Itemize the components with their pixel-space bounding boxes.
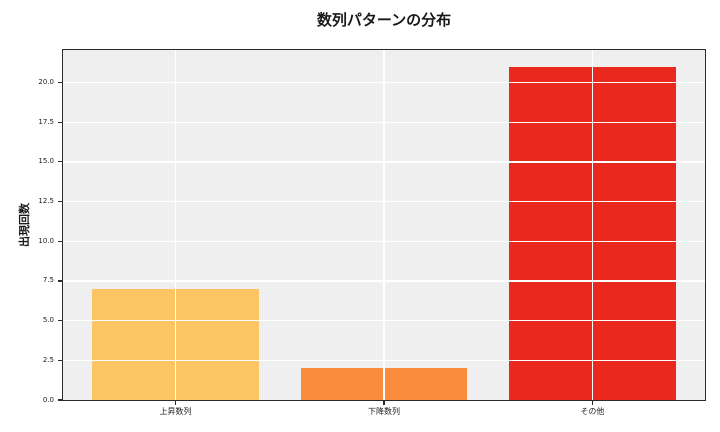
bar-layer [63, 50, 705, 400]
x-tick-label: 下降数列 [368, 407, 400, 416]
y-tick-label: 5.0 [42, 316, 54, 325]
gridline [383, 50, 385, 400]
bar [300, 368, 468, 400]
y-tick-mark [58, 320, 62, 322]
chart-title: 数列パターンの分布 [316, 11, 452, 29]
x-tick-mark [174, 401, 177, 405]
gridline [63, 200, 705, 203]
y-tick-mark [58, 121, 62, 123]
y-tick-label: 0.0 [42, 395, 54, 404]
x-tick-mark [383, 401, 385, 405]
y-tick-mark [58, 359, 62, 361]
grid-layer [63, 50, 705, 400]
gridline [63, 319, 705, 322]
bar [509, 66, 676, 400]
plot-area [62, 49, 706, 401]
gridline [63, 280, 705, 282]
x-tick-mark [591, 401, 594, 405]
y-tick-mark [58, 200, 62, 203]
y-tick-label: 10.0 [38, 236, 54, 245]
gridline [174, 50, 177, 400]
gridline [63, 121, 705, 123]
y-tick-mark [58, 280, 62, 282]
y-tick-mark [58, 399, 62, 401]
y-tick-label: 17.5 [38, 117, 54, 126]
y-tick-label: 7.5 [42, 276, 54, 285]
gridline [63, 81, 705, 84]
bar [92, 288, 259, 400]
y-tick-label: 12.5 [38, 197, 54, 206]
gridline [63, 359, 705, 361]
gridline [63, 240, 705, 242]
y-tick-label: 2.5 [42, 355, 54, 364]
gridline [63, 161, 705, 163]
y-tick-label: 20.0 [38, 78, 54, 87]
y-tick-mark [58, 161, 62, 163]
gridline [591, 50, 594, 400]
y-tick-label: 15.0 [38, 157, 54, 166]
x-tick-label: その他 [580, 407, 605, 416]
x-tick-label: 上昇数列 [159, 407, 192, 416]
y-tick-mark [58, 240, 62, 242]
y-tick-mark [58, 81, 62, 84]
